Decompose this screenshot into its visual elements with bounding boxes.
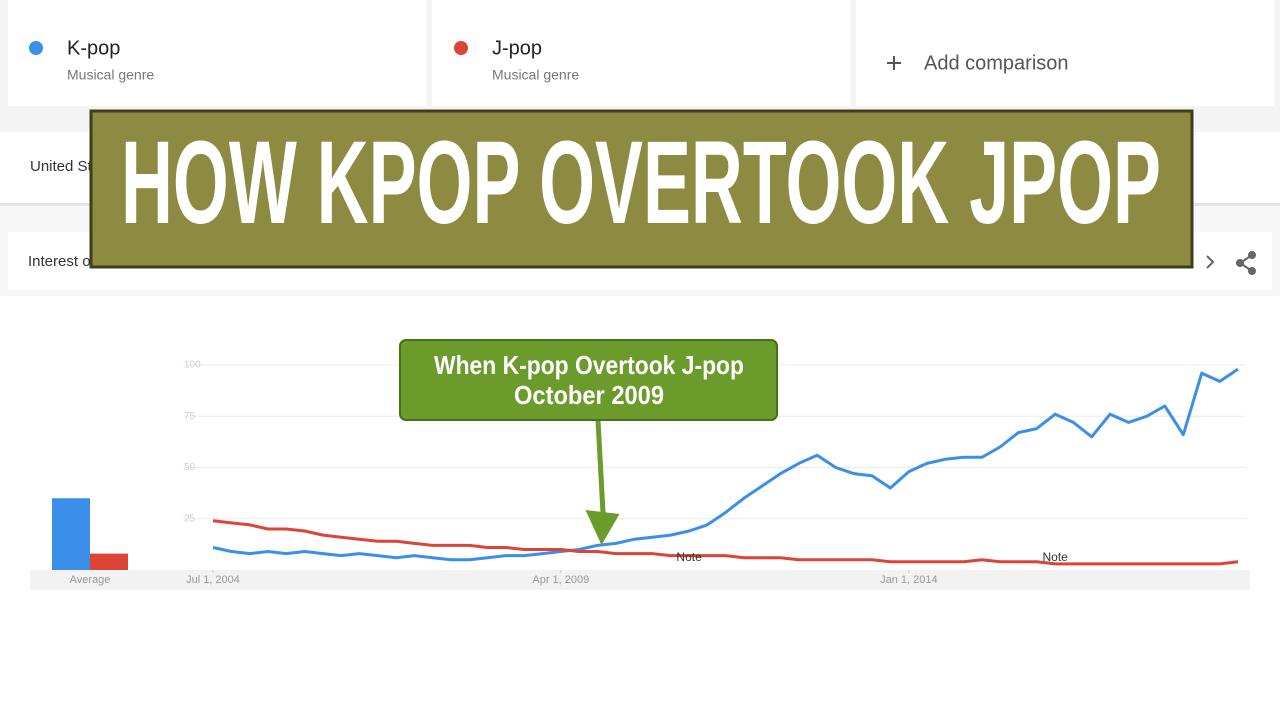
term-type: Musical genre: [492, 67, 579, 83]
series-line: [212, 367, 1239, 562]
callout-arrow: [595, 419, 606, 523]
term-dot: [454, 41, 468, 55]
y-tick-label: 100: [184, 360, 201, 371]
x-tick-label: Jan 1, 2014: [880, 574, 938, 586]
average-label: Average: [70, 574, 111, 586]
x-tick-label: Jul 1, 2004: [186, 574, 240, 586]
term-name: K-pop: [67, 37, 120, 59]
term-card[interactable]: [432, 0, 850, 106]
callout-text: October 2009: [514, 380, 664, 410]
axis-band: [30, 570, 1250, 590]
add-comparison[interactable]: Add comparison: [924, 52, 1069, 74]
term-card[interactable]: [8, 0, 426, 106]
plus-icon: [887, 56, 901, 70]
term-type: Musical genre: [67, 67, 154, 83]
title-banner: [89, 109, 1194, 269]
note: Note: [1042, 550, 1068, 564]
note: Note: [676, 550, 702, 564]
average-bar: [90, 553, 128, 570]
series-line: [212, 519, 1239, 566]
term-name: J-pop: [492, 37, 542, 59]
share-icon[interactable]: [1236, 251, 1256, 275]
banner-title: HOW KPOP OVERTOOK JPOP: [121, 117, 1161, 249]
callout-text: When K-pop Overtook J-pop: [434, 350, 744, 380]
y-tick-label: 25: [184, 513, 196, 524]
average-bar: [52, 498, 90, 570]
term-dot: [29, 41, 43, 55]
y-tick-label: 50: [184, 462, 196, 473]
add-card[interactable]: [856, 0, 1274, 106]
embed-icon[interactable]: [1206, 255, 1215, 269]
share-line: [1238, 254, 1253, 272]
overlay: HOW KPOP OVERTOOK JPOP When K-pop Overto…: [89, 109, 1194, 545]
x-tick-label: Apr 1, 2009: [532, 574, 589, 586]
y-tick-label: 75: [184, 411, 196, 422]
callout-box: [399, 339, 778, 421]
callout-arrowhead: [585, 510, 620, 545]
